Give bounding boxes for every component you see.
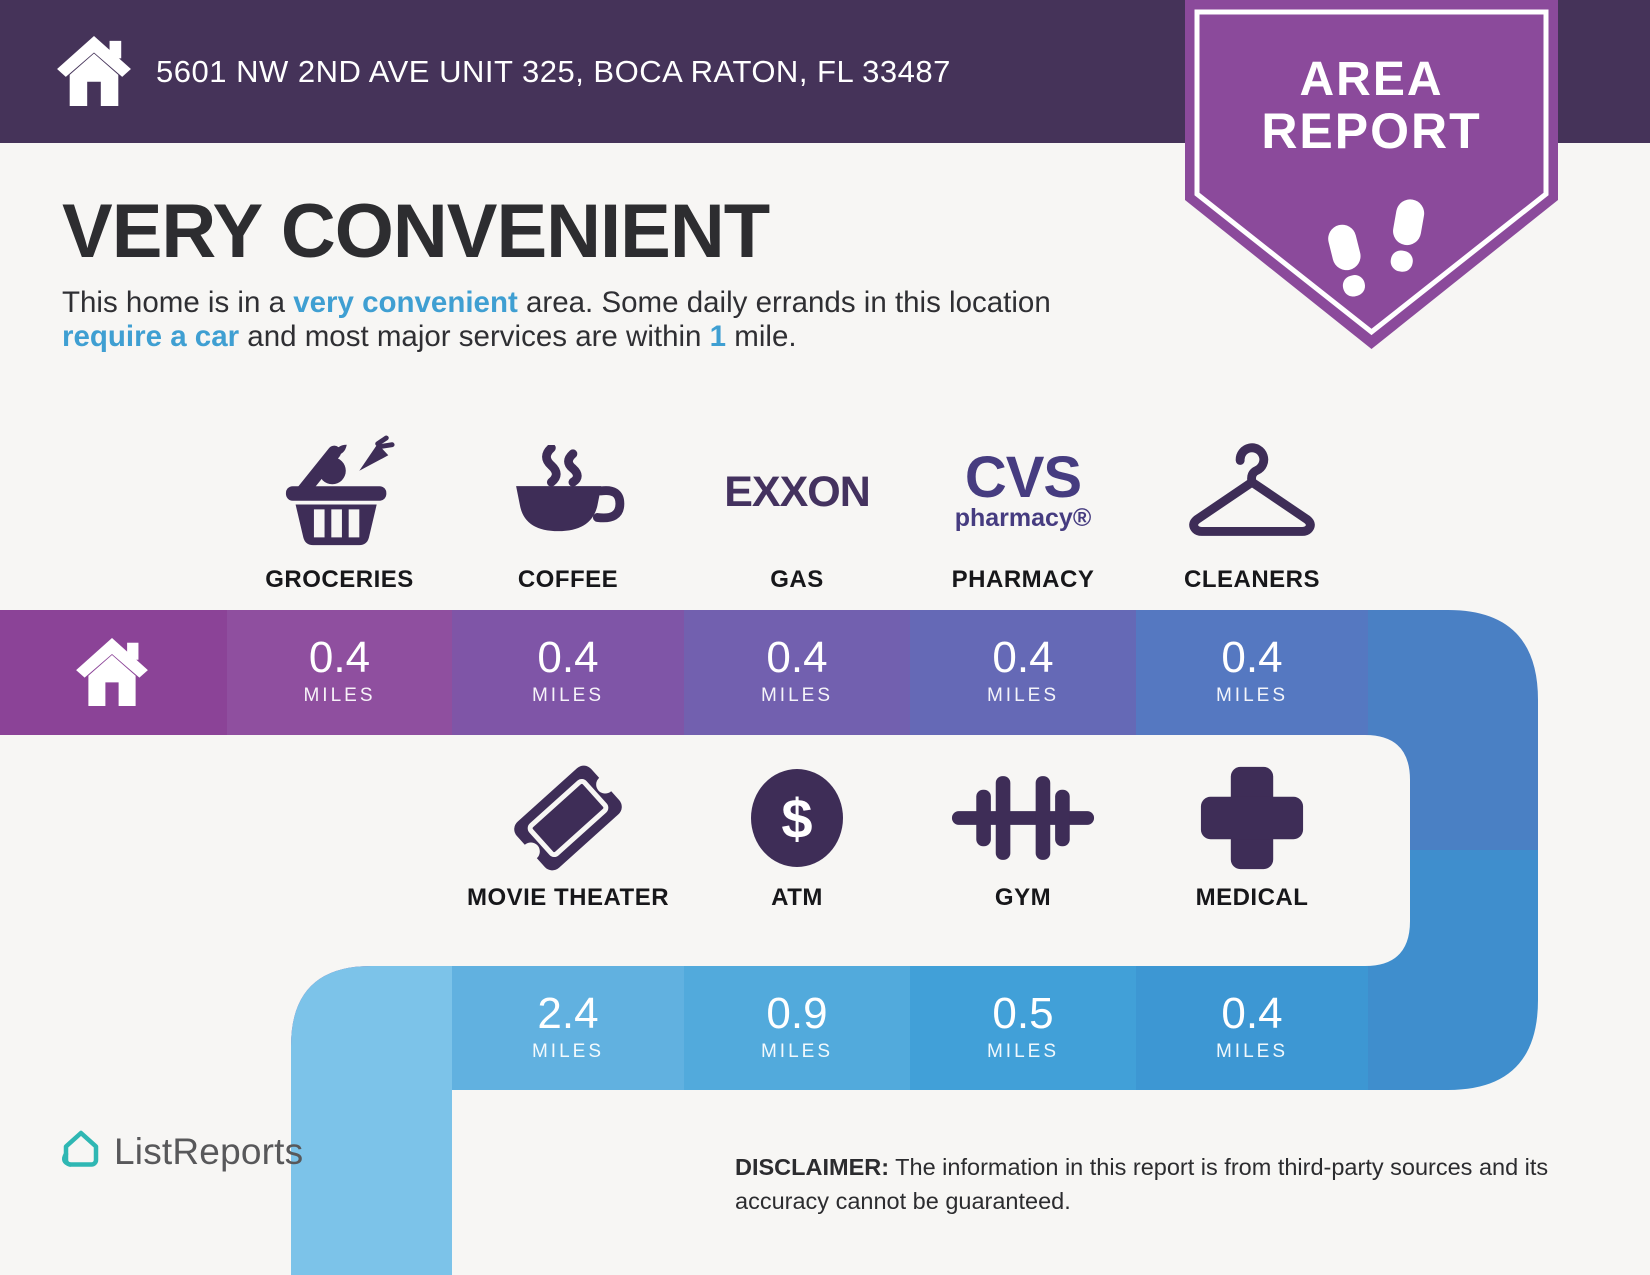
coffee-cup-icon: [510, 428, 626, 556]
ticket-icon: [507, 762, 629, 874]
intro-text: mile.: [726, 320, 797, 353]
intro-text: This home is in a: [62, 286, 294, 319]
dollar-circle-icon: $: [751, 762, 843, 874]
intro-highlight: require a car: [62, 320, 240, 353]
amenity-label: MOVIE THEATER: [466, 884, 670, 911]
amenity-coffee: COFFEE: [452, 428, 684, 594]
listreports-house-icon: [58, 1126, 104, 1177]
amenity-label: CLEANERS: [1183, 566, 1320, 593]
amenity-gas: EXXON GAS: [684, 428, 910, 594]
distance-gym: 0.5 MILES: [986, 989, 1060, 1063]
disclaimer-label: DISCLAIMER:: [735, 1153, 890, 1180]
medical-cross-icon: [1199, 762, 1305, 874]
distance-gas: 0.4 MILES: [760, 633, 834, 707]
distance-groceries: 0.4 MILES: [303, 633, 376, 707]
listreports-logo: ListReports: [58, 1126, 303, 1177]
amenity-groceries: GROCERIES: [227, 428, 452, 594]
band2-cell-medical: [1136, 966, 1368, 1090]
band-home-icon: [76, 638, 148, 711]
badge-border: [1194, 9, 1549, 336]
band-elbow-top: [1368, 610, 1538, 850]
band2-cell-atm: [684, 966, 910, 1090]
badge-line2: REPORT: [1261, 103, 1481, 159]
badge-shape: [1185, 0, 1558, 349]
intro-highlight: very convenient: [293, 286, 518, 319]
distance-pharmacy: 0.4 MILES: [986, 633, 1060, 707]
amenity-label: COFFEE: [517, 566, 619, 593]
home-icon: [57, 36, 131, 111]
hanger-icon: [1185, 428, 1319, 556]
brand-name: ListReports: [114, 1130, 304, 1172]
distance-medical: 0.4 MILES: [1215, 989, 1289, 1063]
band2-left-cap: [291, 966, 452, 1275]
disclaimer-text: The information in this report is from t…: [735, 1153, 1549, 1214]
groceries-basket-icon: [284, 428, 396, 556]
distance-movie-theater: 2.4 MILES: [531, 989, 605, 1063]
amenity-gym: GYM: [910, 762, 1136, 912]
intro-text: area. Some daily errands in this locatio…: [517, 286, 1051, 319]
amenity-atm: $ ATM: [684, 762, 910, 912]
page-title: VERY CONVENIENT: [62, 189, 770, 274]
footprints-icon: [1328, 199, 1425, 297]
property-address: 5601 NW 2ND AVE UNIT 325, BOCA RATON, FL…: [156, 54, 951, 89]
amenity-label: ATM: [771, 884, 823, 911]
amenity-label: GYM: [994, 884, 1052, 911]
amenity-medical: MEDICAL: [1136, 762, 1368, 912]
amenity-movie-theater: MOVIE THEATER: [452, 762, 684, 912]
dumbbell-icon: [950, 762, 1096, 874]
intro-highlight: 1: [709, 320, 727, 353]
band2-cell-movie-theater: [452, 966, 684, 1090]
band-elbow-bottom: [1368, 850, 1538, 1090]
distance-cleaners: 0.4 MILES: [1215, 633, 1289, 707]
amenity-label: MEDICAL: [1195, 884, 1309, 911]
distance-coffee: 0.4 MILES: [531, 633, 605, 707]
area-report-badge: AREA REPORT: [1185, 0, 1558, 352]
amenity-label: PHARMACY: [951, 566, 1095, 593]
amenity-cleaners: CLEANERS: [1136, 428, 1368, 594]
amenity-label: GAS: [770, 566, 824, 593]
exxon-logo: EXXON: [724, 467, 871, 516]
intro-text: and most major services are within: [239, 320, 710, 353]
amenity-pharmacy: CVS pharmacy® PHARMACY: [910, 428, 1136, 594]
disclaimer: DISCLAIMER: The information in this repo…: [735, 1150, 1605, 1218]
cvs-pharmacy-logo: CVS pharmacy®: [954, 444, 1092, 532]
intro-description: This home is in a very convenient area. …: [62, 286, 1142, 354]
distance-atm: 0.9 MILES: [760, 989, 834, 1063]
band2-cell-gym: [910, 966, 1136, 1090]
badge-line1: AREA: [1299, 53, 1443, 106]
amenity-label: GROCERIES: [265, 566, 414, 593]
